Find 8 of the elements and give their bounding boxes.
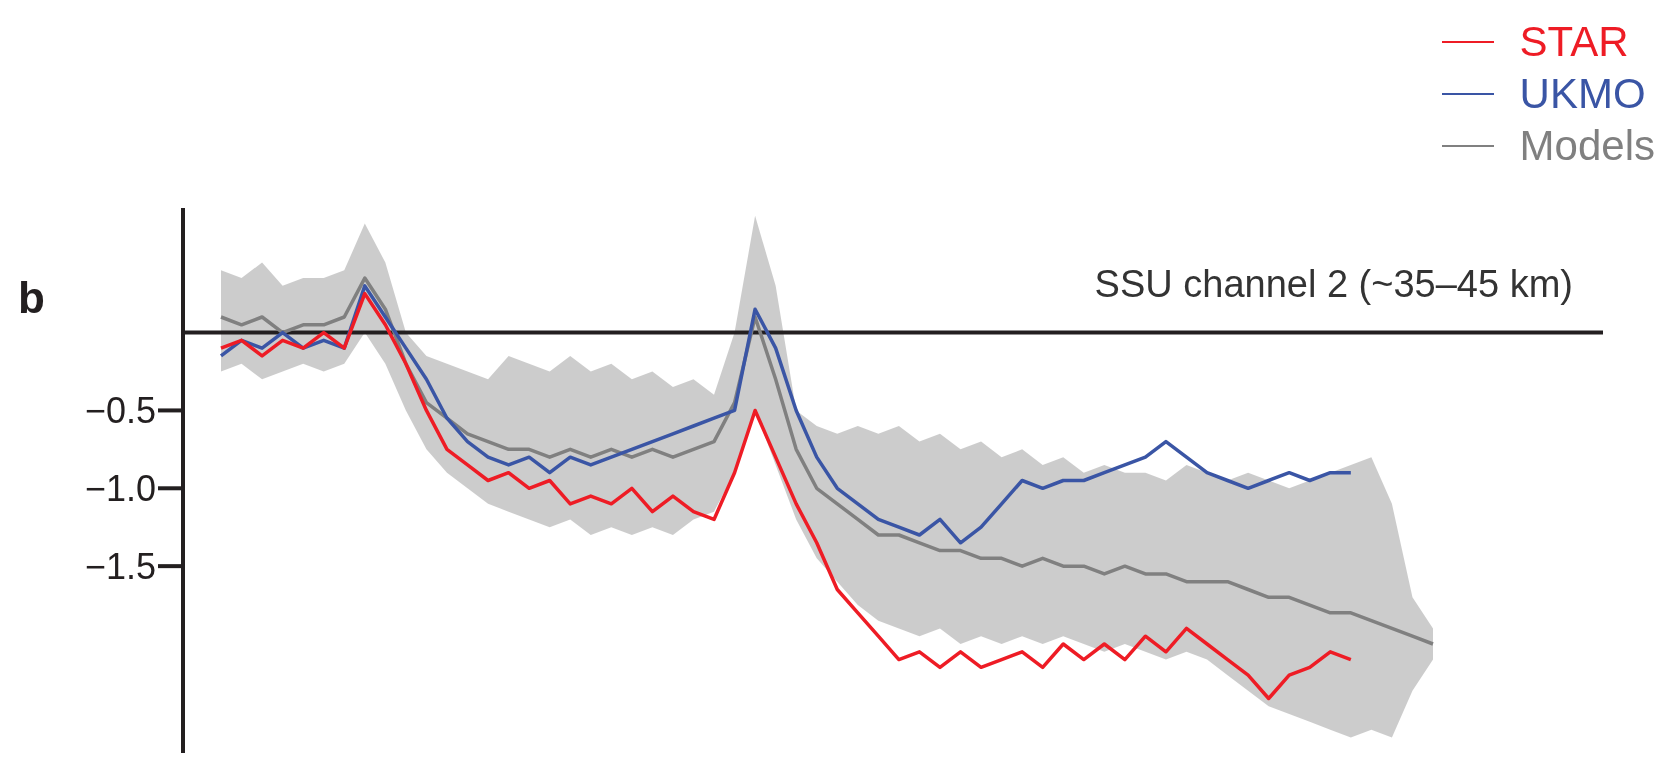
legend-label: UKMO <box>1519 69 1646 119</box>
y-tick-label: −0.5 <box>84 390 156 432</box>
text: SSU channel 2 (~35–45 km) <box>1094 263 1573 306</box>
legend-label: STAR <box>1519 17 1629 67</box>
legend-label: Models <box>1519 121 1655 171</box>
y-tick-label: −1.5 <box>84 545 156 587</box>
text: b <box>18 273 45 323</box>
y-tick-label: −1.0 <box>84 468 156 510</box>
